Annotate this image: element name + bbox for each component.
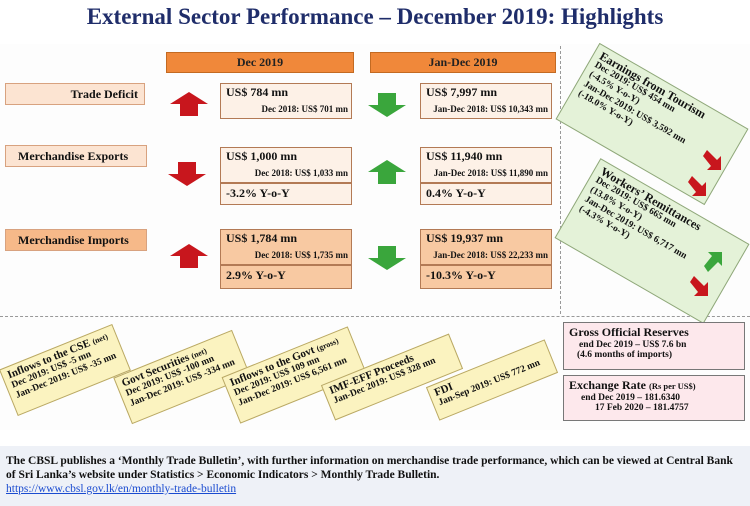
horizontal-divider [0, 316, 750, 317]
exports-dec-value: US$ 1,000 mn [226, 149, 298, 163]
row-label-merchandise-exports: Merchandise Exports [5, 145, 147, 167]
exports-dec-cell: US$ 1,000 mn Dec 2018: US$ 1,033 mn [220, 147, 352, 183]
trade-deficit-jandec-cell: US$ 7,997 mn Jan-Dec 2018: US$ 10,343 mn [420, 83, 552, 119]
imports-jandec-cell: US$ 19,937 mn Jan-Dec 2018: US$ 22,233 m… [420, 229, 552, 265]
trade-deficit-jandec-prev: Jan-Dec 2018: US$ 10,343 mn [433, 104, 548, 114]
exchange-rate-feb: 17 Feb 2020 – 181.4757 [595, 403, 689, 413]
imports-dec-cell: US$ 1,784 mn Dec 2018: US$ 1,735 mn [220, 229, 352, 265]
imports-dec-yoy: 2.9% Y-o-Y [220, 265, 352, 289]
up-arrow-icon [170, 244, 208, 268]
monthly-trade-bulletin-link[interactable]: https://www.cbsl.gov.lk/en/monthly-trade… [6, 483, 237, 495]
footer-note: The CBSL publishes a ‘Monthly Trade Bull… [0, 446, 750, 506]
gross-reserves-months: (4.6 months of imports) [577, 350, 672, 360]
page-title: External Sector Performance – December 2… [86, 4, 664, 29]
gross-reserves-box: Gross Official Reserves end Dec 2019 – U… [563, 322, 745, 370]
exchange-rate-box: Exchange Rate (Rs per US$) end Dec 2019 … [563, 375, 745, 421]
trade-deficit-dec-prev: Dec 2018: US$ 701 mn [261, 104, 349, 114]
exports-dec-yoy: -3.2% Y-o-Y [220, 183, 352, 205]
down-arrow-icon [368, 93, 406, 117]
row-label-trade-deficit: Trade Deficit [5, 83, 145, 105]
exports-jandec-prev: Jan-Dec 2018: US$ 11,890 mn [433, 168, 548, 178]
exports-jandec-yoy: 0.4% Y-o-Y [420, 183, 552, 205]
up-arrow-icon [170, 92, 208, 116]
imports-jandec-yoy: -10.3% Y-o-Y [420, 265, 552, 289]
exchange-rate-unit: (Rs per US$) [649, 381, 696, 391]
gross-reserves-title: Gross Official Reserves [569, 325, 689, 339]
up-arrow-icon [368, 160, 406, 184]
trade-deficit-dec-value: US$ 784 mn [226, 85, 289, 99]
down-arrow-icon [688, 176, 706, 196]
exports-jandec-value: US$ 11,940 mn [426, 149, 503, 163]
down-arrow-icon [703, 150, 721, 170]
down-arrow-icon [368, 246, 406, 270]
exchange-rate-dec: end Dec 2019 – 181.6340 [581, 393, 680, 403]
header-jan-dec-2019: Jan-Dec 2019 [370, 52, 556, 73]
trade-deficit-dec-cell: US$ 784 mn Dec 2018: US$ 701 mn [220, 83, 352, 119]
exports-jandec-cell: US$ 11,940 mn Jan-Dec 2018: US$ 11,890 m… [420, 147, 552, 183]
trade-deficit-jandec-value: US$ 7,997 mn [426, 85, 498, 99]
imports-jandec-prev: Jan-Dec 2018: US$ 22,233 mn [433, 250, 548, 260]
imports-jandec-value: US$ 19,937 mn [426, 231, 504, 245]
header-dec-2019: Dec 2019 [166, 52, 354, 73]
down-arrow-icon [168, 162, 206, 186]
up-arrow-icon [704, 252, 722, 272]
exports-dec-prev: Dec 2018: US$ 1,033 mn [254, 168, 348, 178]
exchange-rate-title: Exchange Rate [569, 378, 646, 392]
footer-text: The CBSL publishes a ‘Monthly Trade Bull… [6, 455, 733, 481]
imports-dec-value: US$ 1,784 mn [226, 231, 298, 245]
down-arrow-icon [690, 276, 708, 296]
gross-reserves-value: end Dec 2019 – US$ 7.6 bn [579, 340, 687, 350]
vertical-divider [560, 46, 561, 314]
row-label-merchandise-imports: Merchandise Imports [5, 229, 147, 251]
imports-dec-prev: Dec 2018: US$ 1,735 mn [254, 250, 348, 260]
